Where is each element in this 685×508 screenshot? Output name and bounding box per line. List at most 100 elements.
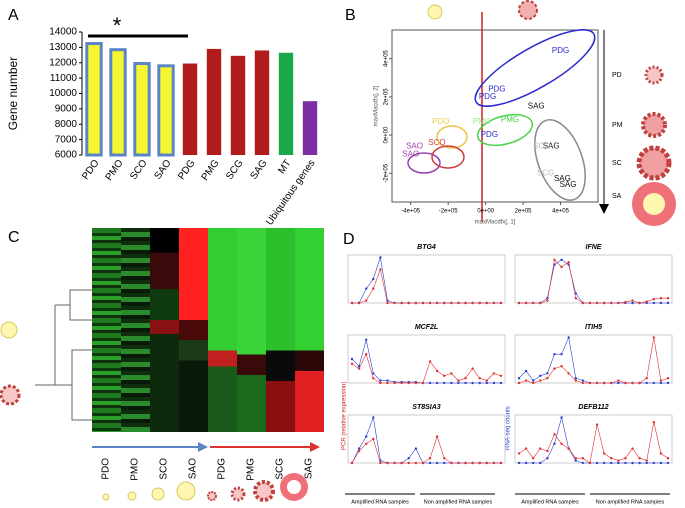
point — [485, 301, 489, 305]
point — [624, 461, 627, 465]
chart-title: BTG4 — [417, 244, 436, 251]
point — [350, 357, 354, 361]
point — [407, 381, 410, 385]
cell-icon — [176, 481, 196, 501]
bar — [206, 48, 222, 155]
point — [666, 297, 670, 300]
point — [517, 301, 521, 305]
point — [428, 461, 432, 465]
point — [581, 457, 585, 460]
point — [595, 381, 599, 385]
point-label: PDO — [432, 117, 449, 126]
point — [624, 381, 627, 385]
point — [421, 301, 425, 305]
point — [610, 301, 613, 305]
point — [372, 416, 375, 419]
point — [414, 381, 418, 385]
point — [617, 379, 620, 382]
cell-icon — [636, 145, 672, 181]
point — [357, 447, 361, 450]
point — [386, 379, 389, 382]
point — [435, 301, 439, 305]
cell-icon — [207, 491, 217, 501]
column-label: SCG — [275, 458, 286, 480]
point — [435, 435, 439, 438]
plot-frame — [514, 414, 673, 464]
point — [524, 379, 528, 382]
point — [372, 277, 375, 281]
point — [400, 461, 403, 465]
point — [524, 369, 528, 373]
point — [524, 447, 528, 450]
point — [428, 381, 432, 385]
bar — [182, 63, 198, 155]
point-label: PDG — [488, 84, 505, 93]
series-line — [518, 422, 669, 464]
point — [372, 287, 375, 290]
arrow-head — [310, 442, 320, 452]
y-axis-label: Gene number — [6, 57, 20, 130]
point — [546, 457, 549, 460]
x-tick-label: MT — [276, 158, 293, 176]
point — [659, 381, 663, 385]
cell-icon — [102, 493, 110, 501]
point — [393, 381, 396, 385]
point — [567, 447, 570, 450]
chart-title: IFNE — [586, 244, 602, 251]
point — [499, 301, 503, 305]
column-label: SCO — [159, 458, 170, 480]
point — [652, 421, 656, 424]
y-tick-label: 0e+00 — [384, 126, 390, 144]
point — [631, 301, 634, 305]
point — [485, 379, 489, 382]
significance-star: * — [113, 13, 122, 38]
series-line — [519, 259, 668, 304]
point — [492, 301, 496, 305]
point — [414, 301, 418, 305]
panel-label: A — [8, 7, 19, 24]
point — [379, 256, 382, 259]
point — [428, 301, 432, 305]
column-label: PDG — [217, 458, 228, 480]
x-tick-label: -2e+05 — [439, 209, 459, 215]
group-label: Non amplified RNA samples — [424, 499, 493, 505]
dendrogram — [35, 289, 92, 421]
point — [478, 461, 481, 465]
point — [617, 461, 620, 465]
point — [492, 381, 496, 385]
point-label: SAG — [543, 142, 560, 151]
point — [638, 461, 641, 465]
x-tick-label: PMG — [200, 158, 222, 183]
column-label: PMG — [246, 458, 257, 481]
column-label: SAO — [188, 458, 199, 479]
point — [602, 301, 606, 305]
point — [517, 461, 521, 465]
point — [574, 377, 577, 380]
point — [645, 381, 648, 385]
stage-label: SA — [612, 193, 622, 200]
cell-icon — [127, 491, 137, 501]
group-label: Non amplified RNA samples — [596, 499, 665, 505]
point — [435, 369, 439, 373]
point-label: SCO — [428, 138, 445, 147]
point — [659, 379, 663, 382]
x-tick-label: 2e+05 — [515, 209, 533, 215]
point-label: SAG — [554, 174, 571, 183]
y-tick-label: 4e+05 — [384, 50, 390, 68]
point — [546, 449, 549, 453]
bar — [230, 55, 246, 155]
plot-frame — [514, 254, 673, 304]
point — [450, 461, 453, 465]
point — [659, 301, 663, 305]
cell-icon — [0, 321, 18, 339]
heatmap-column — [179, 228, 208, 432]
x-tick-label: PDG — [176, 158, 198, 182]
point — [393, 461, 396, 465]
cell-icon — [287, 480, 301, 494]
y-tick-label: 10000 — [49, 88, 77, 99]
point — [517, 381, 521, 385]
plot-frame — [347, 334, 506, 384]
arrow-head — [198, 442, 208, 452]
point — [364, 299, 368, 302]
point — [560, 416, 563, 419]
